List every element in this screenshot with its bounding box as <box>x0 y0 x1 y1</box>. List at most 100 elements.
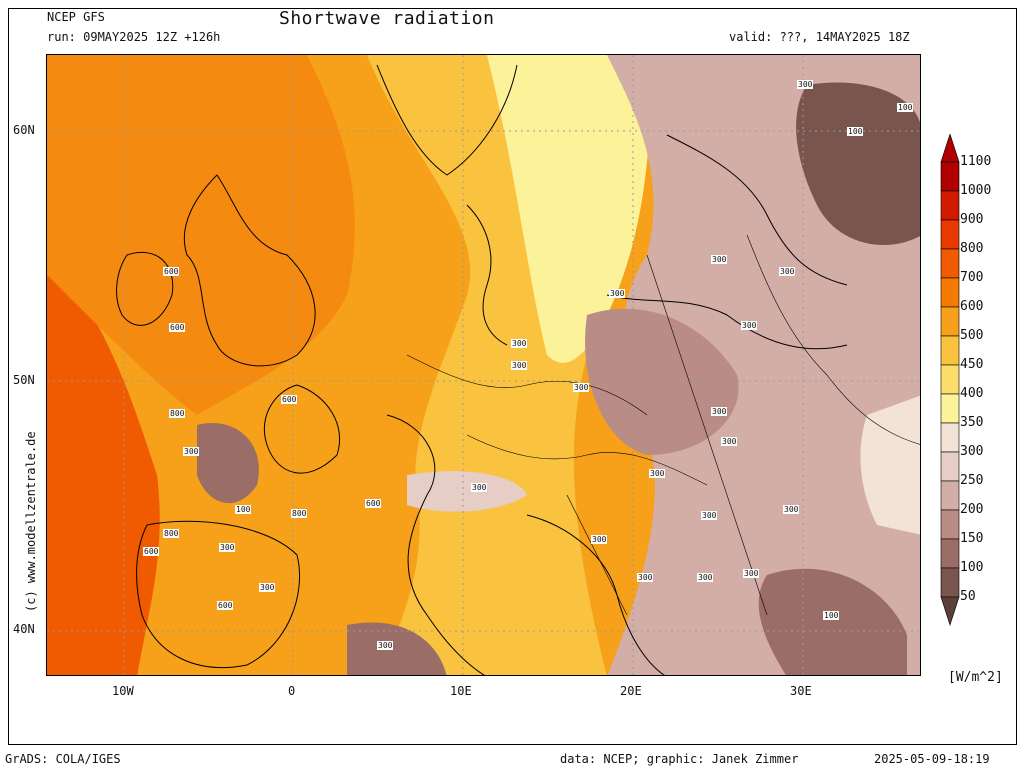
legend-swatch <box>940 306 960 337</box>
legend-level-label: 400 <box>960 386 984 401</box>
contour-value-label: 600 <box>163 267 180 276</box>
legend-level-label: 50 <box>960 589 976 604</box>
contour-value-label: 300 <box>721 437 738 446</box>
field-poland-dark <box>585 308 739 455</box>
coastlines <box>116 64 848 675</box>
contour-value-label: 300 <box>573 383 590 392</box>
legend-swatch <box>940 451 960 482</box>
contour-value-label: 800 <box>291 509 308 518</box>
contour-value-label: 300 <box>711 255 728 264</box>
contour-value-label: 800 <box>163 529 180 538</box>
legend-swatch <box>940 422 960 453</box>
contour-value-label: 300 <box>649 469 666 478</box>
site-credit: (c) www.modellzentrale.de <box>24 431 38 612</box>
legend-level-label: 800 <box>960 241 984 256</box>
field-south-dark <box>347 622 447 675</box>
legend-swatch <box>940 219 960 250</box>
contour-value-label: 300 <box>783 505 800 514</box>
lat-label-40n: 40N <box>13 622 35 636</box>
footer-timestamp: 2025-05-09-18:19 <box>874 752 990 766</box>
unit-label: [W/m^2] <box>948 670 1003 685</box>
contour-value-label: 300 <box>259 583 276 592</box>
legend-swatch <box>940 277 960 308</box>
contour-value-label: 600 <box>169 323 186 332</box>
contour-value-label: 300 <box>377 641 394 650</box>
contour-value-label: 300 <box>183 447 200 456</box>
contour-value-label: 100 <box>897 103 914 112</box>
legend-swatch <box>940 190 960 221</box>
contour-value-label: 300 <box>711 407 728 416</box>
contour-value-label: 300 <box>591 535 608 544</box>
legend-colorbar <box>940 134 960 626</box>
contour-value-label: 300 <box>471 483 488 492</box>
contour-value-label: 300 <box>697 573 714 582</box>
run-info: run: 09MAY2025 12Z +126h <box>47 30 221 44</box>
legend-level-label: 100 <box>960 560 984 575</box>
contour-value-label: 300 <box>609 289 626 298</box>
contour-value-label: 300 <box>741 321 758 330</box>
contour-value-label: 300 <box>637 573 654 582</box>
lon-label-10e: 10E <box>450 684 472 698</box>
borders <box>406 234 920 616</box>
legend-swatch <box>940 248 960 279</box>
legend-swatch <box>940 335 960 366</box>
contour-value-label: 300 <box>511 361 528 370</box>
field-baltic-light <box>487 55 650 363</box>
legend-level-label: 700 <box>960 270 984 285</box>
footer-software: GrADS: COLA/IGES <box>5 752 121 766</box>
legend-level-label: 500 <box>960 328 984 343</box>
contour-value-label: 600 <box>217 601 234 610</box>
valid-time: valid: ???, 14MAY2025 18Z <box>729 30 910 44</box>
radiation-map: 300 100 100 300 300 300 300 300 300 300 300 300 300 3… <box>46 54 921 676</box>
legend-level-label: 1000 <box>960 183 992 198</box>
contour-value-label: 300 <box>511 339 528 348</box>
contour-value-label: 600 <box>281 395 298 404</box>
legend-swatch <box>940 161 960 192</box>
legend-level-label: 350 <box>960 415 984 430</box>
contour-value-label: 300 <box>779 267 796 276</box>
lon-label-10w: 10W <box>112 684 134 698</box>
contour-value-label: 300 <box>797 80 814 89</box>
map-canvas <box>47 55 920 675</box>
legend-swatch <box>940 364 960 395</box>
legend-level-label: 900 <box>960 212 984 227</box>
lat-label-50n: 50N <box>13 373 35 387</box>
contour-value-label: 300 <box>743 569 760 578</box>
field-russia-dark <box>796 82 920 246</box>
graticule <box>47 55 920 675</box>
contour-value-label: 600 <box>143 547 160 556</box>
footer-source: data: NCEP; graphic: Janek Zimmer <box>560 752 799 766</box>
plot-frame <box>8 8 1017 745</box>
field-east-light <box>860 395 920 535</box>
field-atlantic-high <box>47 255 160 675</box>
legend-level-label: 450 <box>960 357 984 372</box>
contour-value-label: 800 <box>169 409 186 418</box>
legend-bottom-arrow <box>940 596 960 626</box>
contour-value-label: 300 <box>701 511 718 520</box>
lat-label-60n: 60N <box>13 123 35 137</box>
contour-value-label: 100 <box>823 611 840 620</box>
field-blacksea-dark <box>758 568 907 675</box>
lon-label-0: 0 <box>288 684 296 698</box>
legend-level-label: 200 <box>960 502 984 517</box>
legend-swatch <box>940 480 960 511</box>
legend-level-label: 150 <box>960 531 984 546</box>
contour-value-label: 100 <box>847 127 864 136</box>
color-legend: 1100 1000 900 800 700 600 500 450 400 350 300 250 20… <box>940 134 1020 634</box>
legend-swatch <box>940 393 960 424</box>
lon-label-30e: 30E <box>790 684 812 698</box>
legend-level-label: 600 <box>960 299 984 314</box>
contour-value-label: 600 <box>365 499 382 508</box>
lon-label-20e: 20E <box>620 684 642 698</box>
legend-level-label: 300 <box>960 444 984 459</box>
legend-level-label: 250 <box>960 473 984 488</box>
legend-top-arrow <box>940 134 960 163</box>
contour-value-label: 100 <box>235 505 252 514</box>
legend-level-label: 1100 <box>960 154 992 169</box>
legend-swatch <box>940 538 960 569</box>
field-alps <box>407 471 527 512</box>
legend-swatch <box>940 509 960 540</box>
field-massif-central <box>197 423 259 504</box>
model-name: NCEP GFS <box>47 10 105 24</box>
contour-value-label: 300 <box>219 543 236 552</box>
